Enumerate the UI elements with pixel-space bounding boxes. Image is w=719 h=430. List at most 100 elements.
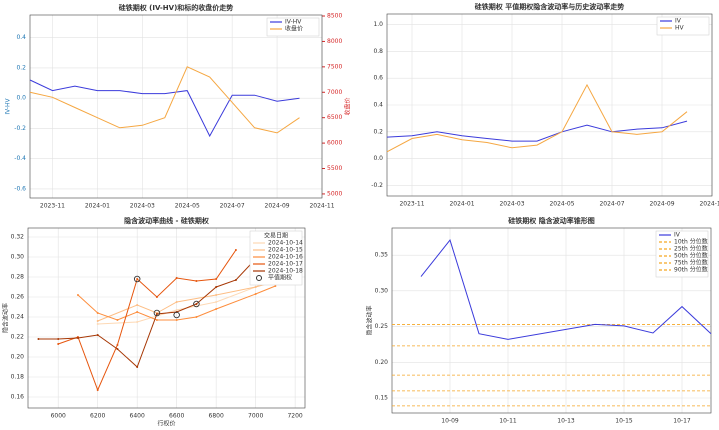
series-line xyxy=(420,239,712,340)
legend-label: IV-HV xyxy=(285,19,302,26)
point xyxy=(274,285,277,287)
y-tick-label: 0.30 xyxy=(375,287,389,294)
point xyxy=(76,294,79,296)
chart-title: 硅铁期权 (IV-HV)和标的收盘价走势 xyxy=(119,3,234,12)
point xyxy=(215,286,218,288)
point xyxy=(254,293,257,295)
point xyxy=(155,313,158,315)
point xyxy=(155,319,158,321)
point xyxy=(136,278,139,280)
x-tick-label: 10-17 xyxy=(673,418,691,425)
x-tick-label: 6600 xyxy=(169,413,184,420)
y-tick-label: -0.2 xyxy=(371,182,383,189)
x-tick-label: 7200 xyxy=(287,413,302,420)
y-tick-label: 0.28 xyxy=(11,274,25,281)
point xyxy=(116,344,119,346)
legend-label: 平值期权 xyxy=(268,274,292,282)
point xyxy=(116,319,119,321)
x-tick-label: 2024-09 xyxy=(265,203,290,210)
y-tick-label: 0.25 xyxy=(375,323,389,330)
x-tick-label: 2023-11 xyxy=(399,201,424,208)
legend-label: 2024-10-15 xyxy=(268,247,303,254)
y-tick-label: 0.26 xyxy=(11,294,25,301)
point xyxy=(195,280,198,282)
y-tick-label: 0.4 xyxy=(373,102,383,109)
point xyxy=(136,366,139,368)
point xyxy=(215,294,218,296)
point xyxy=(37,338,40,340)
y-tick-label: 0.8 xyxy=(373,48,383,55)
legend-label: 2024-10-18 xyxy=(268,268,303,275)
plot-frame xyxy=(386,13,713,197)
x-tick-label: 2024-07 xyxy=(599,201,624,208)
point xyxy=(136,304,139,306)
point xyxy=(234,279,237,281)
y2-tick-label: 8000 xyxy=(327,38,342,45)
x-tick-label: 2024-05 xyxy=(175,203,200,210)
y-tick-label: 0.30 xyxy=(11,254,25,261)
point xyxy=(96,312,99,314)
legend-title: 交易日期 xyxy=(264,232,288,240)
y2-tick-label: 5500 xyxy=(327,165,342,172)
y-tick-label: 0.0 xyxy=(16,95,26,102)
point xyxy=(155,296,158,298)
x-tick-label: 2024-09 xyxy=(649,201,674,208)
y-tick-label: -0.2 xyxy=(14,125,26,132)
y2-tick-label: 6000 xyxy=(327,140,342,147)
x-tick-label: 2024-03 xyxy=(499,201,524,208)
x-tick-label: 2024-05 xyxy=(549,201,574,208)
x-tick-label: 2024-11 xyxy=(699,201,719,208)
legend-marker xyxy=(256,275,262,281)
point xyxy=(175,319,178,321)
point xyxy=(96,389,99,391)
x-axis-label: 行权价 xyxy=(157,420,175,428)
y2-tick-label: 8500 xyxy=(327,13,342,20)
point xyxy=(175,301,178,303)
y2-tick-label: 6500 xyxy=(327,114,342,121)
x-tick-label: 10-15 xyxy=(615,418,633,425)
y-tick-label: 0.16 xyxy=(11,394,25,401)
x-tick-label: 6000 xyxy=(51,413,66,420)
series-line xyxy=(29,66,300,134)
y-tick-label: 0.4 xyxy=(16,34,26,41)
point xyxy=(215,301,218,303)
point xyxy=(195,316,198,318)
series-line xyxy=(386,83,688,153)
x-tick-label: 10-11 xyxy=(499,418,517,425)
legend-label: 收盘价 xyxy=(285,25,303,33)
y-axis-label: 隐含波动率 xyxy=(2,303,10,333)
y-tick-label: 0.0 xyxy=(373,155,383,162)
atm-marker xyxy=(153,309,161,317)
x-tick-label: 2024-07 xyxy=(220,203,245,210)
y2-tick-label: 7500 xyxy=(327,63,342,70)
point xyxy=(234,249,237,251)
point xyxy=(175,277,178,279)
x-tick-label: 6400 xyxy=(130,413,145,420)
atm-marker xyxy=(193,300,200,308)
point xyxy=(136,311,139,313)
point xyxy=(215,278,218,280)
legend-label: 25th 分位数 xyxy=(674,245,708,253)
legend-label: 75th 分位数 xyxy=(674,259,708,267)
legend-label: 50th 分位数 xyxy=(674,252,708,260)
y-tick-label: 0.35 xyxy=(375,252,389,259)
y-tick-label: 1.0 xyxy=(373,21,383,28)
y-tick-label: 0.6 xyxy=(373,75,383,82)
y2-tick-label: 7000 xyxy=(327,89,342,96)
point xyxy=(57,338,60,340)
x-tick-label: 6800 xyxy=(209,413,224,420)
y-tick-label: -0.4 xyxy=(14,155,26,162)
y-tick-label: 0.2 xyxy=(373,128,383,135)
legend-label: 90th 分位数 xyxy=(674,266,708,274)
y-tick-label: 0.2 xyxy=(16,64,26,71)
y-tick-label: 0.20 xyxy=(375,359,389,366)
chart-title: 硅铁期权 隐含波动率锥形图 xyxy=(508,216,594,225)
point xyxy=(96,323,99,325)
x-tick-label: 2023-11 xyxy=(40,203,65,210)
legend-box xyxy=(655,230,709,278)
x-tick-label: 2024-01 xyxy=(449,201,474,208)
plot-frame xyxy=(29,14,323,199)
legend-label: HV xyxy=(675,25,685,32)
legend-label: 2024-10-17 xyxy=(268,261,303,268)
y2-axis-label: 收盘价 xyxy=(344,97,352,115)
